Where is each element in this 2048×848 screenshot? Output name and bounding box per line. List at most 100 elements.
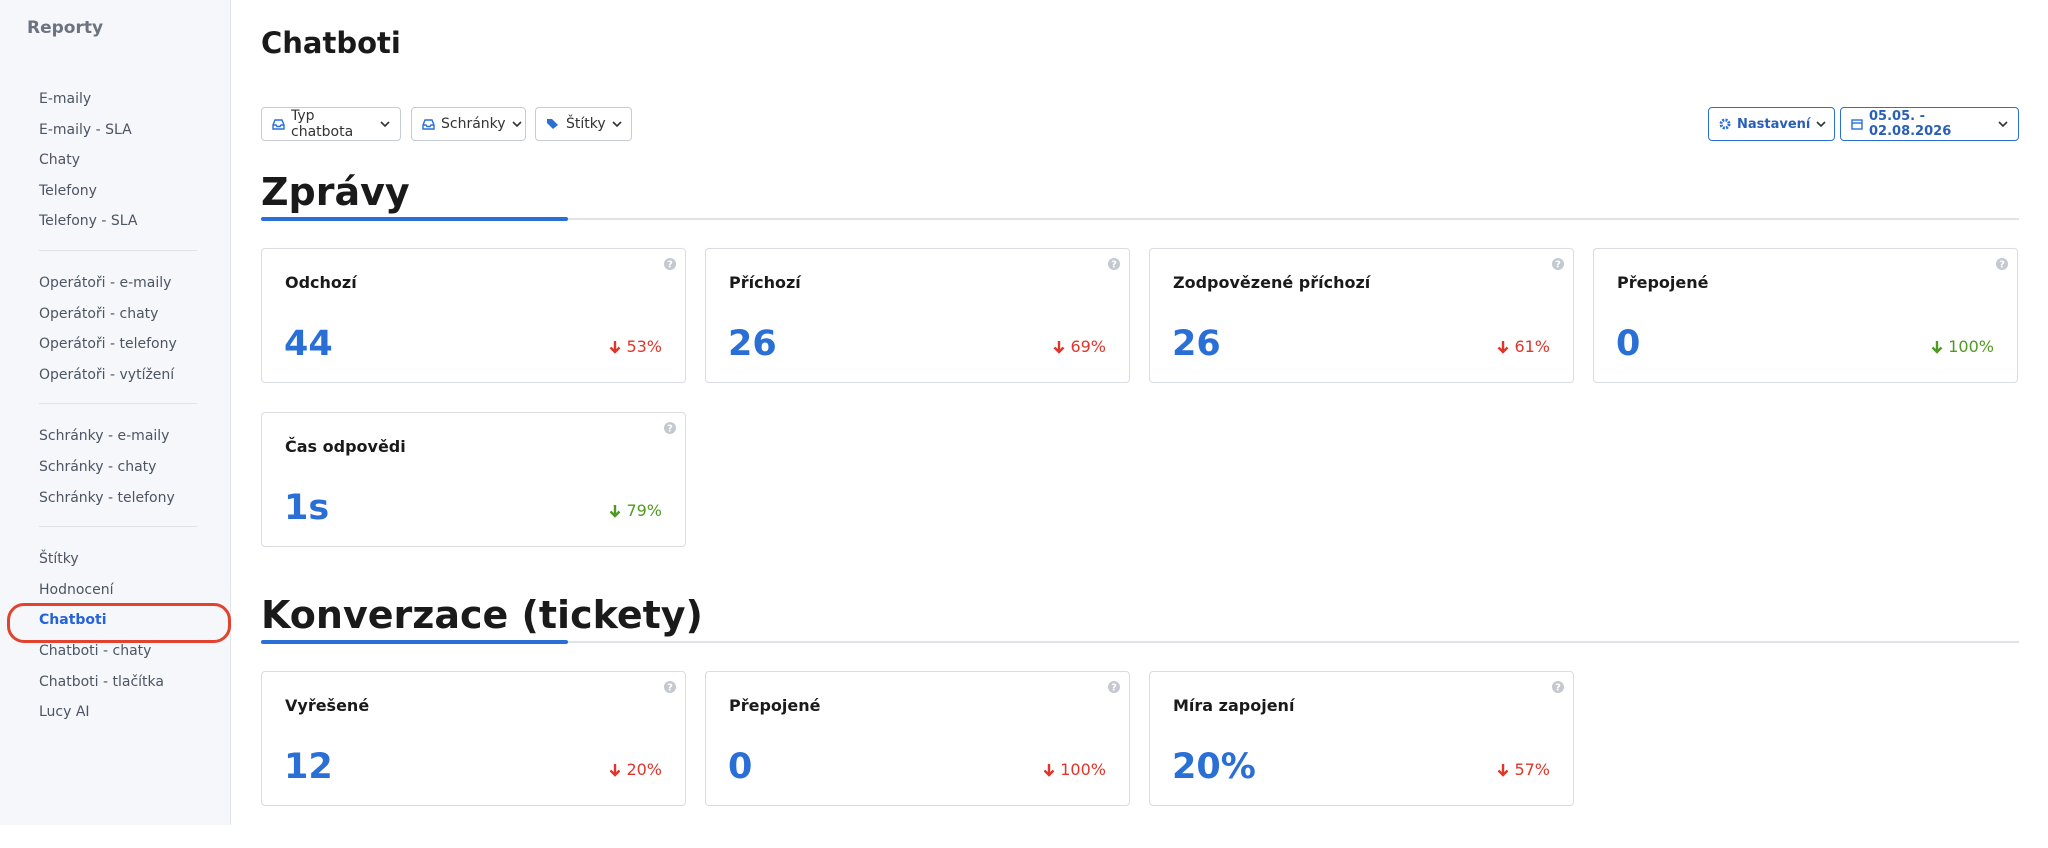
change-value: 69% [1070, 337, 1106, 356]
card-change: 61% [1497, 337, 1550, 356]
icon [1498, 763, 1509, 777]
icon [610, 504, 621, 518]
card-label: Čas odpovědi [285, 437, 406, 456]
card-change: 53% [609, 337, 662, 356]
card-value: 26 [1172, 324, 1221, 364]
card-value: 12 [284, 747, 333, 787]
nav-item[interactable]: Schránky - e-maily [39, 428, 170, 445]
nav-item[interactable]: Štítky [39, 551, 79, 568]
card-label: Vyřešené [285, 696, 370, 715]
card-value: 0 [728, 747, 753, 787]
card-change: 100% [1043, 760, 1106, 779]
nav-group: Schránky - e-maily Schránky - chaty Schrán… [0, 421, 231, 513]
icon: ? [1552, 258, 1564, 271]
change-value: 57% [1514, 760, 1550, 779]
stat-card: ? Míra zapojení 20% 57% [1149, 671, 1574, 806]
stat-card: ? Příchozí 26 69% [705, 248, 1130, 383]
icon: ? [664, 681, 676, 694]
nav-group: Štítky Hodnocení Chatboti Chatboti - chaty C… [0, 544, 231, 728]
stat-card: ? Odchozí 44 53% [261, 248, 686, 383]
section-title: Konverzace (tickety) [261, 593, 703, 637]
page-title: Chatboti [261, 26, 401, 60]
change-value: 100% [1948, 337, 1994, 356]
svg-text:?: ? [667, 683, 673, 694]
card-value: 44 [284, 324, 333, 364]
card-change: 57% [1497, 760, 1550, 779]
nav-item[interactable]: Operátoři - e-maily [39, 274, 172, 291]
nav-item[interactable]: Operátoři - telefony [39, 336, 177, 353]
card-label: Příchozí [729, 273, 801, 292]
icon: ? [1552, 681, 1564, 694]
card-grid: ? Odchozí 44 53%? Příchozí 26 69%? Zodpovězené … [261, 248, 2019, 547]
icon: ? [1108, 681, 1120, 694]
svg-text:?: ? [667, 260, 673, 271]
nav-item[interactable]: Operátoři - vytížení [39, 366, 175, 383]
sections: Zprávy? Odchozí 44 53%? Příchozí 26 69%? Zodpov… [261, 166, 2019, 848]
stat-card: ? Zodpovězené příchozí 26 61% [1149, 248, 1574, 383]
card-value: 0 [1616, 324, 1641, 364]
icon: ? [664, 258, 676, 271]
card-change: 20% [609, 760, 662, 779]
card-value: 20% [1172, 747, 1256, 787]
card-label: Přepojené [729, 696, 821, 715]
settings-label: Nastavení [1737, 116, 1811, 132]
date-button[interactable]: 05.05. - 02.08.2026 [1840, 107, 2019, 141]
nav-separator [39, 526, 197, 528]
icon: ? [1108, 258, 1120, 271]
nav-group: Operátoři - e-maily Operátoři - chaty Oper… [0, 268, 231, 390]
nav-item[interactable]: Schránky - chaty [39, 458, 157, 475]
svg-text:?: ? [1555, 683, 1561, 694]
card-label: Zodpovězené příchozí [1173, 273, 1371, 292]
nav-separator [39, 403, 197, 405]
card-change: 69% [1053, 337, 1106, 356]
date-label: 05.05. - 02.08.2026 [1869, 109, 1952, 139]
nav-item[interactable]: E-maily - SLA [39, 121, 132, 138]
filter-button[interactable]: Typ chatbota [261, 107, 401, 141]
nav-item[interactable]: Lucy AI [39, 704, 90, 721]
change-value: 100% [1060, 760, 1106, 779]
change-value: 20% [626, 760, 662, 779]
nav-item[interactable]: Telefony - SLA [39, 213, 138, 230]
icon [1054, 340, 1065, 354]
change-value: 53% [626, 337, 662, 356]
change-value: 79% [626, 501, 662, 520]
card-change: 79% [609, 501, 662, 520]
settings-button[interactable]: Nastavení [1708, 107, 1835, 141]
sidebar: Reporty E-maily E-maily - SLA Chaty Telefon… [0, 0, 231, 825]
nav: E-maily E-maily - SLA Chaty Telefony Telefon… [0, 84, 231, 728]
section-divider [261, 640, 2019, 644]
stat-card: ? Čas odpovědi 1s 79% [261, 412, 686, 547]
stat-card: ? Vyřešené 12 20% [261, 671, 686, 806]
card-label: Míra zapojení [1173, 696, 1295, 715]
filter-button[interactable]: Štítky [535, 107, 632, 141]
card-value: 1s [284, 488, 330, 528]
nav-item[interactable]: Telefony [39, 182, 97, 199]
stat-card: ? Přepojené 0 100% [705, 671, 1130, 806]
icon [1498, 340, 1509, 354]
icon [1931, 340, 1943, 354]
icon: ? [664, 422, 676, 435]
card-label: Odchozí [285, 273, 357, 292]
nav-item[interactable]: Chatboti [0, 603, 231, 643]
nav-item[interactable]: Chaty [39, 152, 81, 169]
nav-item[interactable]: Operátoři - chaty [39, 305, 159, 322]
card-label: Přepojené [1617, 273, 1709, 292]
icon [610, 340, 621, 354]
nav-item[interactable]: Schránky - telefony [39, 489, 175, 506]
nav-separator [39, 249, 197, 251]
page: Reporty E-maily E-maily - SLA Chaty Telefon… [0, 0, 2019, 825]
filter-label: Štítky [566, 116, 606, 132]
card-value: 26 [728, 324, 777, 364]
filter-button[interactable]: Schránky [411, 107, 526, 141]
nav-item[interactable]: Chatboti - tlačítka [39, 673, 164, 690]
nav-item[interactable]: Hodnocení [39, 581, 114, 598]
icon: ? [1996, 258, 2008, 271]
nav-item[interactable]: Chatboti - chaty [39, 642, 152, 659]
svg-text:?: ? [1555, 260, 1561, 271]
section-title: Zprávy [261, 170, 410, 214]
filter-label: Schránky [441, 116, 506, 132]
svg-text:?: ? [1111, 260, 1117, 271]
section: Zprávy? Odchozí 44 53%? Příchozí 26 69%? Zodpov… [261, 166, 2019, 547]
icon [1043, 763, 1055, 777]
nav-item[interactable]: E-maily [39, 91, 92, 107]
